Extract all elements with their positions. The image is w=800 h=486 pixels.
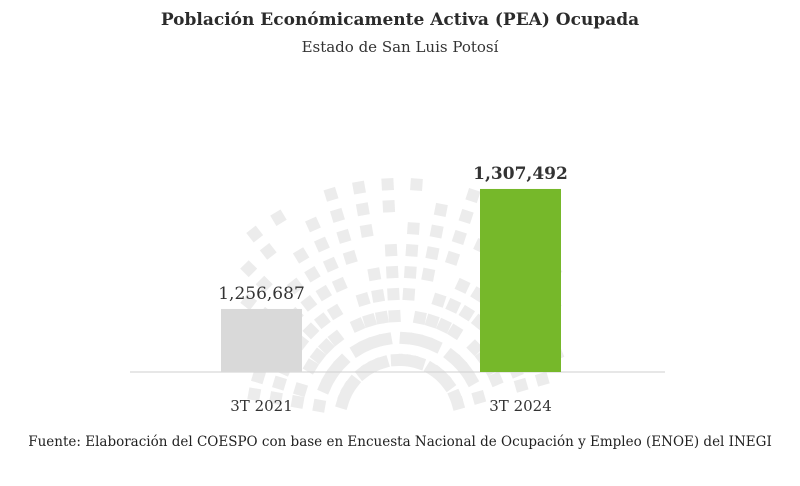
chart-subtitle: Estado de San Luis Potosí [301, 38, 499, 56]
bar-3t-2021 [221, 308, 302, 372]
data-label: 1,256,687 [218, 284, 305, 304]
bar-3t-2024 [480, 188, 561, 372]
x-tick-label: 3T 2024 [489, 397, 552, 415]
source-note: Fuente: Elaboración del COESPO con base … [28, 434, 772, 450]
chart-title: Población Económicamente Activa (PEA) Oc… [160, 10, 640, 30]
x-tick-label: 3T 2021 [230, 397, 293, 415]
data-label: 1,307,492 [473, 164, 568, 184]
